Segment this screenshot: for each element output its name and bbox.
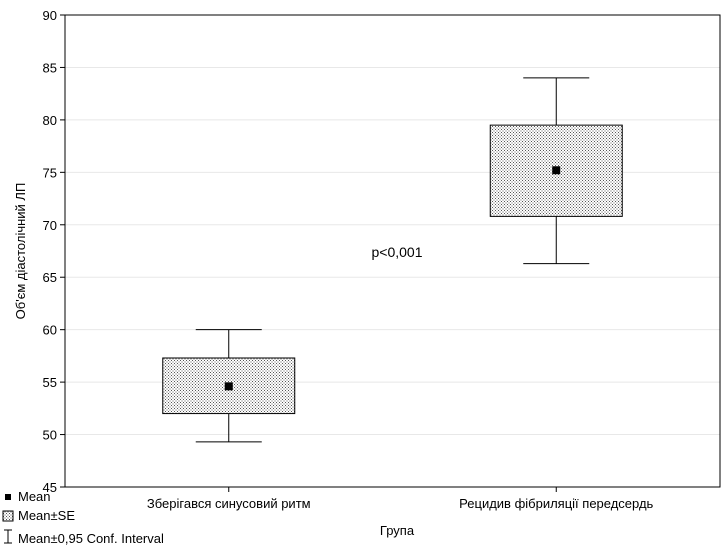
y-axis: 45 50 55 60 65 70 75 80 85 90 bbox=[43, 8, 65, 495]
mean-marker bbox=[224, 382, 233, 391]
legend-ci-label: Mean±0,95 Conf. Interval bbox=[18, 531, 164, 546]
legend-mean-marker bbox=[5, 494, 11, 500]
y-tick-label: 75 bbox=[43, 165, 57, 180]
y-tick-label: 90 bbox=[43, 8, 57, 23]
legend-ci-whisker-icon bbox=[4, 529, 12, 544]
y-tick-label: 85 bbox=[43, 60, 57, 75]
y-tick-label: 60 bbox=[43, 323, 57, 338]
x-axis-label: Група bbox=[380, 523, 415, 538]
legend-se-swatch bbox=[2, 510, 14, 522]
plot-area-frame bbox=[64, 14, 721, 488]
y-tick-label: 55 bbox=[43, 375, 57, 390]
legend: Mean Mean±SE Mean±0,95 Conf. Interval bbox=[2, 489, 164, 546]
data-series bbox=[162, 77, 623, 443]
legend-se-label: Mean±SE bbox=[18, 508, 75, 523]
mean-marker bbox=[552, 166, 561, 175]
p-value-annotation: p<0,001 bbox=[372, 244, 423, 260]
box-group bbox=[489, 77, 623, 265]
y-tick-label: 50 bbox=[43, 428, 57, 443]
y-tick-label: 65 bbox=[43, 270, 57, 285]
y-tick-label: 80 bbox=[43, 113, 57, 128]
y-tick-label: 70 bbox=[43, 218, 57, 233]
box-group bbox=[162, 329, 296, 443]
x-tick-label: Рецидив фібриляції передсердь bbox=[459, 496, 653, 511]
y-tick-label: 45 bbox=[43, 480, 57, 495]
legend-mean-label: Mean bbox=[18, 489, 51, 504]
y-axis-label: Об'єм діастолічний ЛП bbox=[13, 183, 28, 320]
x-axis: Зберігався синусовий ритм Рецидив фібриля… bbox=[147, 487, 654, 511]
x-tick-label: Зберігався синусовий ритм bbox=[147, 496, 311, 511]
